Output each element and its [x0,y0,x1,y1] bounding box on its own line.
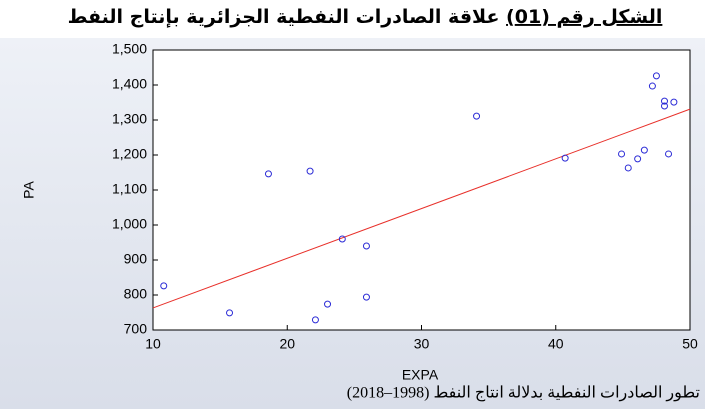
y-tick-label: 1,300 [112,111,147,127]
y-tick-label: 1,100 [112,181,147,197]
point [640,146,648,154]
y-tick-label: 700 [124,321,148,337]
y-tick-label: 1,400 [112,76,147,92]
y-tick-label: 1,200 [112,146,147,162]
point [660,102,668,110]
x-tick-label: 50 [682,336,698,352]
x-axis-label: EXPA [402,367,439,383]
point [652,72,660,80]
y-tick-label: 800 [124,286,148,302]
point [306,167,314,175]
point [660,97,668,105]
title-text: علاقة الصادرات النفطية الجزائرية بإنتاج … [68,6,500,28]
point [338,235,346,243]
x-tick-label: 40 [548,336,564,352]
plot-area [152,49,691,331]
y-tick-label: 1,500 [112,41,147,57]
point [264,170,272,178]
x-tick-label: 30 [414,336,430,352]
caption: تطور الصادرات النفطية بدلالة انتاج النفط… [347,385,700,402]
point [624,164,632,172]
point [561,154,569,162]
y-tick-label: 1,000 [112,216,147,232]
point [226,309,234,317]
point [362,242,370,250]
chart-title: الشكل رقم (01) علاقة الصادرات النفطية ال… [68,6,663,28]
point [618,150,626,158]
point [160,282,168,290]
point [324,300,332,308]
point [362,293,370,301]
y-tick-label: 900 [124,251,148,267]
x-tick-label: 10 [145,336,161,352]
fit-line [152,108,691,309]
point [473,112,481,120]
point [311,316,319,324]
title-label: الشكل رقم (01) [506,6,662,28]
point [670,98,678,106]
y-axis-label: PA [21,181,37,199]
point [634,155,642,163]
x-tick-label: 20 [279,336,295,352]
point [665,150,673,158]
point [648,82,656,90]
